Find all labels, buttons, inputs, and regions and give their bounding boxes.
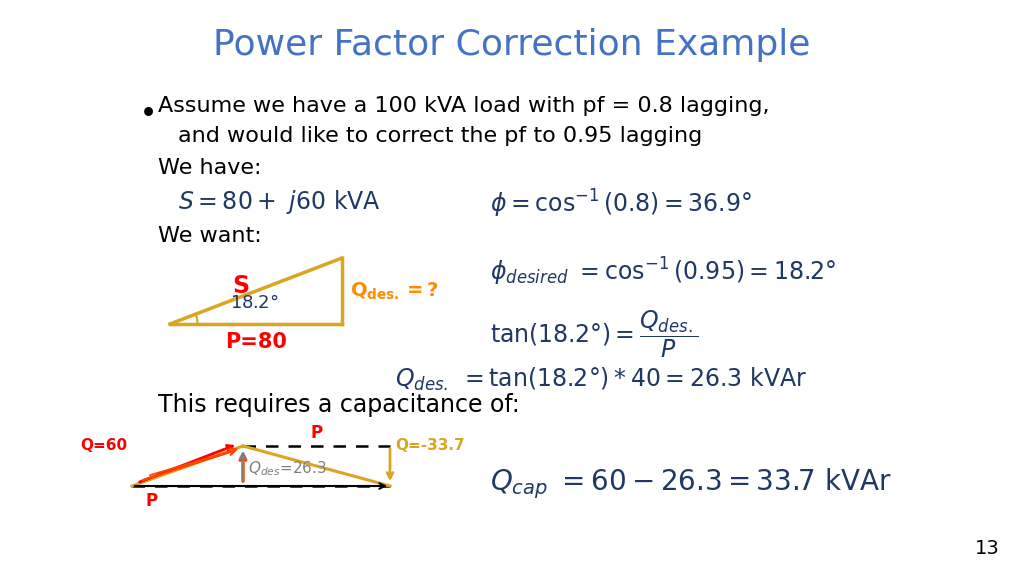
Text: $\phi_{desired}\ = \cos^{-1}(0.95) = 18.2°$: $\phi_{desired}\ = \cos^{-1}(0.95) = 18.… <box>490 256 837 288</box>
Text: Q=-33.7: Q=-33.7 <box>395 438 465 453</box>
Text: $Q_{cap}\ = 60 - 26.3 = 33.7\ \mathrm{kVAr}$: $Q_{cap}\ = 60 - 26.3 = 33.7\ \mathrm{kV… <box>490 466 892 501</box>
Text: 13: 13 <box>975 539 1000 558</box>
Text: $S = 80+\ j60\ \mathrm{kVA}$: $S = 80+\ j60\ \mathrm{kVA}$ <box>178 188 381 216</box>
Text: $18.2°$: $18.2°$ <box>230 294 279 312</box>
Text: We have:: We have: <box>158 158 261 178</box>
Text: Q=60: Q=60 <box>80 438 127 453</box>
Text: $\mathbf{Q_{des.}=?}$: $\mathbf{Q_{des.}=?}$ <box>350 281 438 302</box>
Text: $Q_{des}$=26.3: $Q_{des}$=26.3 <box>248 459 327 478</box>
Text: S: S <box>232 274 250 298</box>
Text: $\phi = \cos^{-1}(0.8) = 36.9°$: $\phi = \cos^{-1}(0.8) = 36.9°$ <box>490 188 752 220</box>
Text: P: P <box>146 492 158 510</box>
Text: $\bullet$: $\bullet$ <box>138 96 154 125</box>
Text: Power Factor Correction Example: Power Factor Correction Example <box>213 28 811 62</box>
Text: P=80: P=80 <box>225 332 287 352</box>
Text: $Q_{des.}\ = \tan(18.2°)*40 = 26.3\ \mathrm{kVAr}$: $Q_{des.}\ = \tan(18.2°)*40 = 26.3\ \mat… <box>395 366 807 393</box>
Text: and would like to correct the pf to 0.95 lagging: and would like to correct the pf to 0.95… <box>178 126 702 146</box>
Text: This requires a capacitance of:: This requires a capacitance of: <box>158 393 520 417</box>
Text: $\tan(18.2°) = \dfrac{Q_{des.}}{P}$: $\tan(18.2°) = \dfrac{Q_{des.}}{P}$ <box>490 308 698 359</box>
Text: P: P <box>310 424 323 442</box>
Text: Assume we have a 100 kVA load with pf = 0.8 lagging,: Assume we have a 100 kVA load with pf = … <box>158 96 769 116</box>
Text: We want:: We want: <box>158 226 262 246</box>
